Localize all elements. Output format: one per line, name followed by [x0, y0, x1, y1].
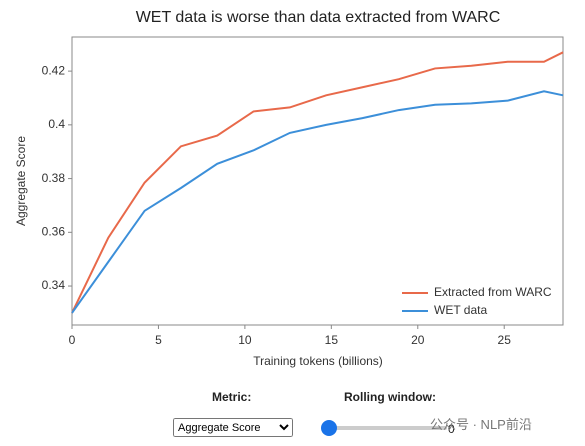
line-series	[71, 51, 564, 314]
y-tick-label: 0.36	[42, 224, 66, 238]
chart-title: WET data is worse than data extracted fr…	[136, 9, 501, 26]
y-axis-label: Aggregate Score	[14, 136, 28, 226]
metric-label: Metric:	[212, 390, 252, 404]
x-tick-label: 15	[325, 333, 339, 347]
x-axis-label: Training tokens (billions)	[253, 354, 383, 368]
y-tick-label: 0.42	[42, 63, 66, 77]
legend-label: Extracted from WARC	[434, 285, 552, 299]
x-tick-label: 0	[69, 333, 76, 347]
x-tick-label: 20	[411, 333, 425, 347]
plot-frame	[71, 36, 564, 326]
x-tick-label: 25	[498, 333, 512, 347]
metric-select[interactable]: Aggregate Score	[173, 418, 293, 437]
y-tick-label: 0.4	[48, 117, 65, 131]
line-series	[71, 90, 564, 314]
watermark: 公众号 · NLP前沿	[430, 417, 532, 432]
x-tick-label: 10	[238, 333, 252, 347]
legend-label: WET data	[434, 303, 487, 317]
rolling-label: Rolling window:	[344, 390, 436, 404]
slider-value: 0	[448, 422, 455, 436]
slider-track	[329, 426, 447, 430]
y-tick-label: 0.34	[42, 278, 66, 292]
y-tick-label: 0.38	[42, 171, 66, 185]
x-tick-label: 5	[155, 333, 162, 347]
slider-thumb[interactable]	[321, 420, 337, 436]
